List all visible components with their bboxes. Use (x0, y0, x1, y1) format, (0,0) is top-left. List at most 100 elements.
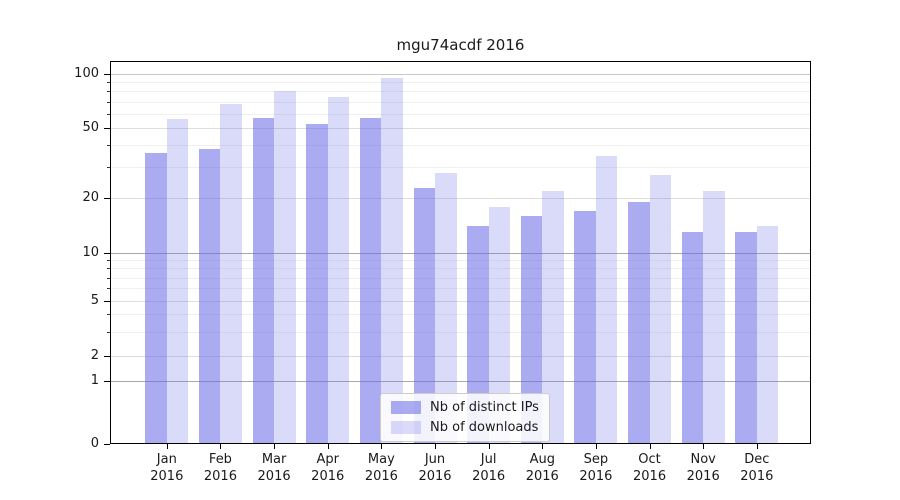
gridline-1 (110, 381, 811, 383)
x-tick-nov (703, 444, 705, 449)
legend-swatch-downloads (391, 421, 421, 434)
x-label-month: May (367, 452, 395, 467)
y-tick-50 (104, 128, 110, 130)
y-minor-tick-3 (107, 331, 110, 333)
x-label-year: 2016 (579, 469, 613, 484)
y-tick-label-50: 50 (82, 120, 99, 136)
x-tick-oct (649, 444, 651, 449)
y-tick-0 (104, 444, 110, 445)
x-tick-may (381, 444, 383, 449)
x-tick-label-jul: Jul 2016 (461, 451, 517, 485)
bar-nb-of-distinct-ips-mar (252, 118, 275, 444)
x-tick-label-feb: Feb 2016 (192, 451, 248, 485)
gridline-2 (110, 356, 811, 357)
x-tick-label-jan: Jan 2016 (139, 451, 195, 485)
y-tick-label-5: 5 (90, 293, 99, 308)
x-tick-jan (166, 444, 168, 449)
y-minor-tick-80 (107, 91, 110, 93)
y-minor-tick-60 (107, 114, 110, 116)
x-label-year: 2016 (364, 469, 398, 484)
y-tick-label-1: 1 (90, 373, 99, 389)
gridline-50 (110, 128, 811, 130)
x-label-year: 2016 (686, 469, 720, 484)
y-tick-label-100: 100 (74, 66, 99, 81)
bar-nb-of-distinct-ips-apr (306, 123, 328, 444)
x-tick-label-nov: Nov 2016 (675, 451, 731, 485)
y-minor-tick-6 (107, 288, 110, 290)
y-minor-tick-40 (107, 145, 110, 147)
minor-gridline-6 (110, 288, 811, 290)
x-tick-jul (488, 444, 490, 449)
x-label-month: Mar (261, 452, 287, 467)
bar-nb-of-distinct-ips-aug (520, 215, 543, 444)
x-label-month: Jun (424, 452, 446, 467)
gridline-100 (110, 74, 811, 75)
bar-nb-of-distinct-ips-oct (628, 202, 650, 444)
x-label-month: Jan (156, 452, 177, 467)
y-tick-label-10: 10 (82, 244, 99, 260)
bar-nb-of-downloads-mar (274, 91, 296, 444)
bar-nb-of-downloads-jan (166, 119, 189, 444)
bar-nb-of-downloads-aug (542, 191, 564, 444)
minor-gridline-70 (110, 101, 811, 103)
bar-nb-of-downloads-dec (756, 226, 779, 444)
gridline-10 (110, 252, 811, 254)
x-tick-aug (542, 444, 544, 449)
y-tick-label-2: 2 (90, 348, 99, 363)
x-tick-jun (435, 444, 436, 449)
x-label-month: Jul (480, 452, 497, 467)
bar-nb-of-distinct-ips-nov (681, 232, 704, 444)
x-tick-apr (327, 444, 329, 449)
x-label-year: 2016 (311, 469, 345, 484)
x-label-month: Nov (690, 452, 716, 467)
y-minor-tick-4 (107, 314, 110, 316)
bar-nb-of-downloads-apr (327, 96, 350, 444)
bar-nb-of-downloads-jun (435, 172, 457, 444)
y-tick-100 (104, 74, 110, 75)
legend-swatch-distinct-ips (391, 401, 421, 414)
x-label-month: Aug (529, 452, 555, 467)
x-label-year: 2016 (633, 469, 667, 484)
x-label-month: Oct (638, 452, 661, 467)
minor-gridline-90 (110, 82, 811, 84)
bar-nb-of-distinct-ips-dec (735, 232, 757, 444)
x-label-year: 2016 (740, 469, 774, 484)
bar-nb-of-distinct-ips-jun (413, 187, 435, 444)
x-label-year: 2016 (150, 469, 184, 484)
bar-nb-of-distinct-ips-may (359, 118, 382, 444)
minor-gridline-4 (110, 314, 811, 316)
x-tick-feb (220, 444, 222, 449)
x-label-year: 2016 (472, 469, 506, 484)
minor-gridline-3 (110, 331, 811, 333)
x-label-year: 2016 (203, 469, 237, 484)
y-tick-label-0: 0 (90, 436, 99, 451)
bar-nb-of-downloads-nov (703, 191, 725, 444)
y-tick-5 (104, 301, 110, 302)
legend-item: Nb of downloads (391, 420, 539, 435)
minor-gridline-80 (110, 91, 811, 93)
y-tick-10 (104, 252, 110, 254)
legend-item: Nb of distinct IPs (391, 400, 539, 415)
y-minor-tick-70 (107, 101, 110, 103)
x-tick-label-jun: Jun 2016 (407, 451, 463, 485)
bar-nb-of-downloads-jul (488, 206, 511, 444)
y-minor-tick-8 (107, 268, 110, 270)
minor-gridline-40 (110, 145, 811, 147)
minor-gridline-7 (110, 277, 811, 279)
minor-gridline-9 (110, 260, 811, 262)
chart-title: mgu74acdf 2016 (396, 36, 525, 54)
legend-label: Nb of distinct IPs (430, 400, 539, 415)
x-label-year: 2016 (418, 469, 452, 484)
x-label-month: Apr (316, 452, 339, 467)
bar-nb-of-distinct-ips-feb (198, 149, 221, 444)
y-minor-tick-9 (107, 260, 110, 262)
bar-nb-of-distinct-ips-sep (574, 211, 596, 444)
bar-nb-of-downloads-sep (595, 155, 618, 444)
x-tick-label-apr: Apr 2016 (300, 451, 356, 485)
bar-nb-of-downloads-may (381, 78, 403, 444)
x-label-year: 2016 (525, 469, 559, 484)
y-minor-tick-7 (107, 277, 110, 279)
bar-nb-of-downloads-feb (220, 104, 242, 444)
y-tick-label-20: 20 (82, 190, 99, 206)
